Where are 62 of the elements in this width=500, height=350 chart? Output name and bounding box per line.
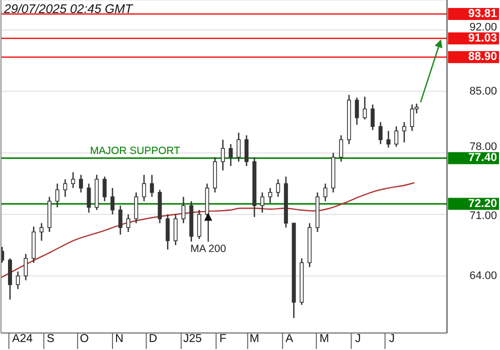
candlestick bbox=[386, 130, 390, 148]
candlestick bbox=[197, 209, 202, 240]
line-series bbox=[1, 182, 415, 278]
x-tick-label: J bbox=[355, 333, 361, 346]
x-tick-label: O bbox=[80, 333, 89, 346]
y-tick-label: 64.00 bbox=[469, 270, 497, 282]
candlestick bbox=[55, 182, 60, 208]
ref-line-label: 88.90 bbox=[468, 51, 497, 64]
candlestick bbox=[174, 214, 178, 246]
x-tick-label: M bbox=[250, 333, 260, 346]
y-tick-label: 85.00 bbox=[469, 85, 497, 98]
candlestick bbox=[260, 192, 264, 214]
candlestick bbox=[228, 143, 233, 167]
candlestick bbox=[118, 204, 122, 236]
ref-line-label: 77.40 bbox=[468, 152, 497, 164]
x-tick-label: A bbox=[285, 333, 294, 346]
annotation: MAJOR SUPPORT bbox=[90, 145, 181, 158]
candlestick bbox=[181, 196, 186, 224]
x-tick-label: N bbox=[115, 333, 124, 346]
x-tick-label: J25 bbox=[183, 333, 202, 346]
candlestick bbox=[362, 96, 367, 120]
x-tick-label: S bbox=[46, 333, 55, 346]
candlestick bbox=[323, 182, 328, 202]
candlestick bbox=[236, 132, 241, 162]
y-tick-label: 78.00 bbox=[469, 141, 497, 154]
candlestick bbox=[268, 187, 272, 204]
candlestick bbox=[150, 174, 154, 198]
candlestick bbox=[394, 126, 398, 148]
candlestick bbox=[40, 222, 44, 242]
candlestick bbox=[142, 174, 146, 202]
x-tick-label: J bbox=[388, 333, 395, 346]
x-tick-label: F bbox=[219, 333, 226, 346]
candlestick bbox=[16, 270, 20, 290]
candlestick bbox=[276, 178, 280, 198]
candlestick bbox=[339, 134, 344, 162]
candlestick bbox=[410, 104, 414, 132]
candlestick bbox=[354, 96, 359, 126]
candlestick bbox=[78, 174, 83, 194]
candlestick bbox=[220, 139, 225, 172]
ref-line-label: 93.81 bbox=[468, 8, 498, 20]
candlestick bbox=[71, 172, 76, 189]
candlestick bbox=[244, 134, 249, 167]
x-tick-label: A24 bbox=[12, 333, 34, 346]
y-tick-label: 71.00 bbox=[469, 210, 497, 222]
candlestick bbox=[402, 121, 406, 143]
y-tick-label: 92.00 bbox=[469, 21, 497, 34]
candlestick bbox=[378, 121, 383, 145]
candlestick bbox=[166, 214, 170, 250]
ref-line-label: 91.03 bbox=[468, 32, 497, 44]
candlestick bbox=[126, 214, 130, 233]
candlestick bbox=[134, 192, 138, 224]
candlestick bbox=[110, 187, 114, 216]
candlestick bbox=[102, 176, 107, 202]
candlestick bbox=[370, 104, 375, 131]
candlestick bbox=[24, 253, 28, 281]
x-tick-label: D bbox=[148, 333, 158, 346]
x-tick-label: M bbox=[319, 333, 330, 346]
ref-line-label: 72.20 bbox=[468, 198, 497, 210]
candlestick bbox=[63, 178, 68, 198]
candlestick bbox=[86, 182, 91, 214]
chart-title: 29/07/2025 02:45 GMT bbox=[3, 2, 134, 16]
annotation: MA 200 bbox=[190, 242, 226, 255]
